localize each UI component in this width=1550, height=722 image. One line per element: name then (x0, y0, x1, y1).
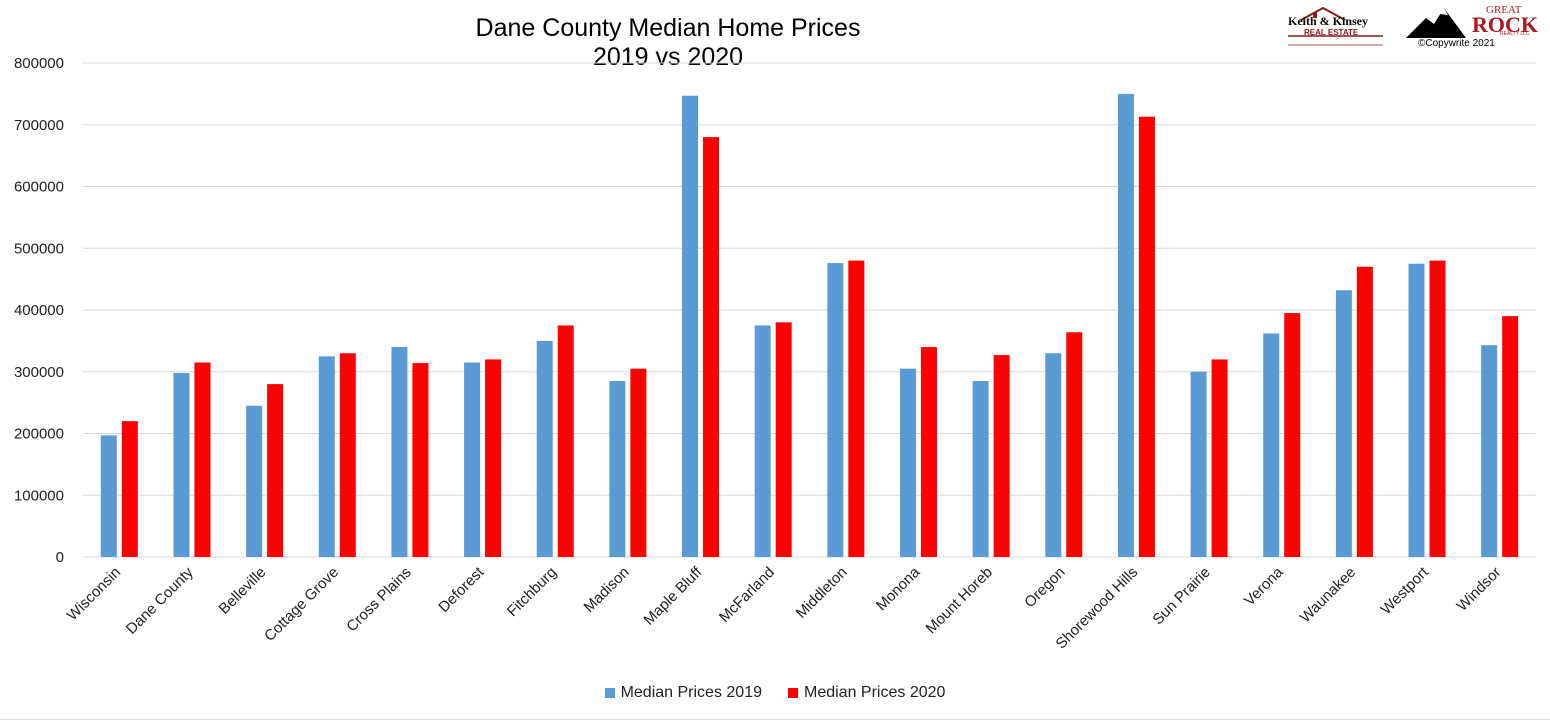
y-tick-label: 800000 (14, 55, 64, 72)
bar-chart: 0 100000 200000 300000 400000 500000 600000 700… (14, 55, 1536, 652)
bar-2019 (246, 405, 263, 557)
bar-2020 (339, 353, 356, 557)
x-tick-label: Maple Bluff (640, 563, 705, 628)
x-tick-label: Cottage Grove (261, 564, 342, 645)
great-rock-main: ROCK (1472, 12, 1538, 37)
bar-2020 (1356, 266, 1373, 557)
bar-2019 (318, 356, 335, 557)
legend-item-2020: Median Prices 2020 (788, 684, 945, 702)
bar-2019 (1335, 290, 1352, 557)
copyright-text: ©Copywrite 2021 (1418, 38, 1495, 49)
bar-2019 (827, 263, 844, 557)
x-tick-label: Oregon (1021, 564, 1068, 611)
x-tick-label: Fitchburg (504, 564, 560, 620)
bar-2019 (391, 347, 408, 557)
bar-2020 (194, 362, 211, 557)
bar-2020 (848, 260, 865, 557)
bar-2020 (630, 368, 647, 557)
bar-2020 (121, 421, 138, 557)
legend-label-2020: Median Prices 2020 (804, 684, 946, 701)
x-tick-label: Westport (1378, 563, 1433, 618)
bar-2020 (1066, 332, 1083, 557)
x-tick-label: Belleville (216, 564, 270, 618)
chart-title: Dane County Median Home Prices 2019 vs 2… (475, 14, 861, 71)
bar-2019 (972, 381, 989, 557)
bar-2019 (464, 362, 481, 557)
bar-2019 (173, 372, 190, 557)
bar-2020 (703, 137, 720, 557)
frame-bottom-line (0, 719, 1550, 720)
bar-2019 (1190, 371, 1207, 557)
x-tick-label: Wisconsin (64, 564, 124, 624)
keith-kinsey-name: Keith & Kinsey (1288, 14, 1368, 28)
bar-2019 (609, 381, 626, 557)
x-tick-label: Sun Prairie (1149, 564, 1213, 628)
great-rock-logo (1406, 8, 1466, 38)
bar-2019 (100, 435, 117, 557)
chart-legend: Median Prices 2019 Median Prices 2020 (0, 684, 1550, 702)
x-tick-label: Dane County (123, 563, 197, 637)
y-tick-label: 0 (56, 549, 64, 566)
legend-swatch-2019 (604, 688, 615, 698)
bar-2019 (682, 95, 699, 557)
y-tick-label: 700000 (14, 117, 64, 134)
x-tick-label: Monona (873, 563, 924, 614)
bar-2020 (557, 325, 574, 557)
y-tick-label: 200000 (14, 426, 64, 443)
bar-2019 (1117, 93, 1134, 557)
bar-2020 (920, 347, 937, 557)
legend-item-2019: Median Prices 2019 (604, 684, 762, 702)
bar-2019 (1045, 353, 1062, 557)
x-tick-label: Mount Horeb (923, 564, 996, 637)
y-tick-label: 100000 (14, 487, 64, 504)
bar-2019 (754, 325, 771, 557)
keith-kinsey-sub: REAL ESTATE (1304, 28, 1359, 37)
keith-kinsey-logo (1288, 6, 1383, 46)
x-tick-label: Madison (581, 564, 633, 616)
bar-2019 (536, 340, 553, 557)
bar-2019 (1481, 345, 1498, 557)
bar-2020 (412, 363, 429, 557)
legend-label-2019: Median Prices 2019 (620, 684, 762, 701)
bar-2019 (899, 368, 916, 557)
great-rock-top: GREAT (1486, 4, 1522, 16)
bar-2020 (1502, 316, 1519, 557)
bar-2020 (485, 359, 502, 557)
x-tick-label: Windsor (1454, 564, 1505, 615)
y-tick-label: 400000 (14, 302, 64, 319)
x-tick-label: Waunakee (1297, 564, 1359, 626)
bar-2020 (1138, 116, 1155, 557)
x-tick-label: Cross Plains (343, 564, 415, 636)
x-tick-label: Middleton (793, 564, 851, 622)
bar-2019 (1263, 333, 1280, 557)
x-tick-label: Verona (1241, 563, 1287, 609)
x-tick-label: McFarland (716, 564, 778, 626)
y-tick-label: 600000 (14, 179, 64, 196)
great-rock-sub: REALTY LLC (1500, 31, 1530, 37)
bar-2020 (1284, 313, 1301, 557)
bar-2020 (993, 355, 1010, 557)
bar-2020 (1211, 359, 1228, 557)
bar-2020 (267, 384, 284, 557)
y-tick-label: 500000 (14, 240, 64, 257)
bar-2020 (775, 322, 792, 557)
y-tick-label: 300000 (14, 364, 64, 381)
legend-swatch-2020 (788, 688, 798, 698)
x-tick-label: Deforest (435, 563, 488, 616)
bar-2019 (1408, 263, 1425, 557)
bar-2020 (1429, 260, 1446, 557)
